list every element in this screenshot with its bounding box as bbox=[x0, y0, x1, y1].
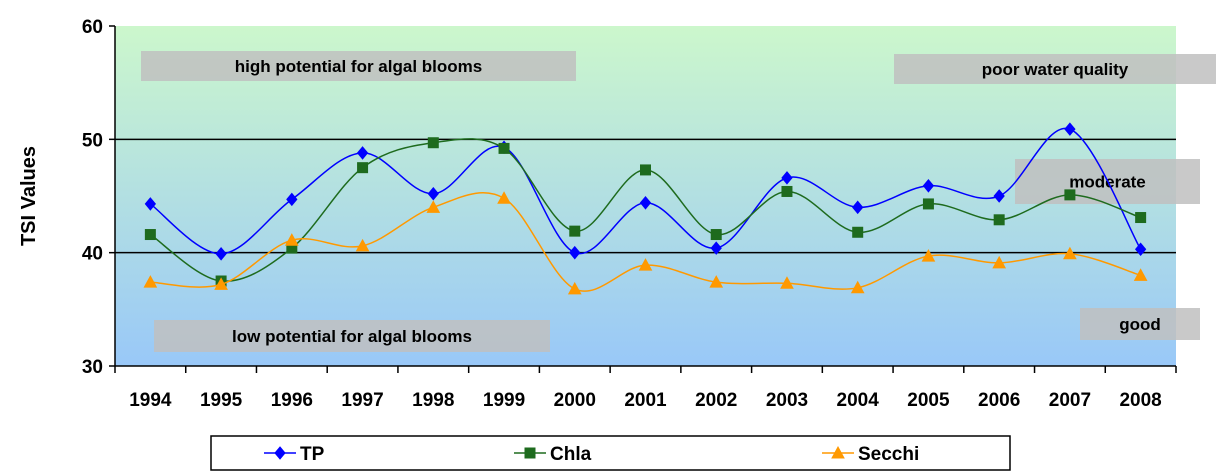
annotation-box bbox=[1080, 308, 1200, 340]
y-ticks: 30 40 50 60 bbox=[82, 17, 115, 378]
legend-marker bbox=[524, 447, 536, 459]
data-point-tp bbox=[144, 197, 157, 211]
legend-item-tp: TP bbox=[264, 444, 325, 465]
legend-label: Chla bbox=[550, 444, 592, 465]
annotation-box bbox=[154, 320, 550, 352]
x-tick-label: 2002 bbox=[695, 390, 737, 411]
x-tick-label: 2000 bbox=[554, 390, 596, 411]
data-point-chla bbox=[710, 229, 722, 241]
y-axis-title: TSI Values bbox=[18, 146, 40, 246]
annotation-low: low potential for algal blooms bbox=[154, 320, 550, 352]
data-point-secchi bbox=[567, 281, 582, 295]
data-point-tp bbox=[569, 245, 581, 260]
data-point-chla bbox=[993, 214, 1005, 226]
data-point-tp bbox=[852, 200, 864, 215]
data-point-tp bbox=[781, 171, 793, 185]
x-tick-label: 2001 bbox=[624, 390, 667, 411]
axes bbox=[114, 26, 1176, 367]
data-point-chla bbox=[357, 162, 369, 174]
data-point-chla bbox=[852, 226, 864, 238]
x-ticks: 1994 1995 1996 1997 1998 1999 2000 2001 2002 2003… bbox=[114, 366, 1177, 411]
data-point-secchi bbox=[992, 255, 1007, 269]
y-tick-label: 50 bbox=[82, 130, 103, 151]
x-tick-label: 1999 bbox=[483, 390, 525, 411]
data-point-chla bbox=[922, 198, 934, 210]
data-point-chla bbox=[498, 142, 510, 154]
data-point-secchi bbox=[1133, 268, 1148, 281]
data-point-chla bbox=[569, 225, 581, 237]
x-tick-label: 2004 bbox=[837, 390, 880, 411]
legend-label: Secchi bbox=[858, 444, 919, 465]
annotation-high: high potential for algal blooms bbox=[141, 51, 576, 81]
x-tick-label: 1995 bbox=[200, 390, 243, 411]
legend-marker bbox=[274, 446, 286, 460]
series-group bbox=[143, 122, 1148, 295]
x-tick-label: 2007 bbox=[1049, 390, 1091, 411]
data-point-secchi bbox=[497, 191, 511, 204]
data-point-chla bbox=[427, 137, 439, 149]
annotation-good: good bbox=[1080, 308, 1200, 340]
series-line-secchi bbox=[150, 192, 1141, 292]
data-point-tp bbox=[356, 146, 369, 160]
x-tick-label: 2008 bbox=[1119, 390, 1161, 411]
data-point-tp bbox=[1064, 122, 1076, 136]
data-point-tp bbox=[922, 179, 935, 193]
series-chla bbox=[144, 137, 1147, 287]
x-tick-label: 1996 bbox=[271, 390, 313, 411]
data-point-secchi bbox=[143, 275, 158, 288]
x-tick-label: 2005 bbox=[907, 390, 950, 411]
y-tick-label: 40 bbox=[82, 244, 103, 265]
data-point-secchi bbox=[355, 238, 370, 252]
x-tick-label: 2003 bbox=[766, 390, 808, 411]
legend-item-chla: Chla bbox=[514, 444, 592, 465]
data-point-tp bbox=[993, 189, 1005, 203]
data-point-tp bbox=[286, 192, 298, 207]
legend-box bbox=[210, 435, 1011, 471]
data-point-chla bbox=[1135, 212, 1147, 224]
data-point-tp bbox=[215, 247, 227, 261]
legend-marker bbox=[831, 445, 845, 459]
data-point-secchi bbox=[214, 277, 228, 290]
data-point-chla bbox=[1064, 189, 1076, 201]
data-point-secchi bbox=[1063, 246, 1077, 260]
annotation-poor: poor water quality bbox=[894, 54, 1216, 84]
x-tick-label: 2006 bbox=[978, 390, 1020, 411]
data-point-tp bbox=[427, 186, 439, 201]
legend: TP Chla Secchi bbox=[210, 435, 1011, 471]
annotation-text: low potential for algal blooms bbox=[232, 327, 472, 346]
data-point-secchi bbox=[638, 258, 653, 271]
data-point-secchi bbox=[426, 200, 441, 213]
annotation-text: good bbox=[1119, 315, 1161, 334]
data-point-tp bbox=[639, 196, 652, 210]
data-point-chla bbox=[640, 164, 651, 176]
x-tick-label: 1994 bbox=[129, 390, 172, 411]
annotation-box bbox=[894, 54, 1216, 84]
x-tick-label: 1997 bbox=[341, 390, 383, 411]
y-tick-label: 60 bbox=[82, 17, 103, 38]
data-point-tp bbox=[710, 241, 722, 255]
data-point-secchi bbox=[780, 276, 794, 289]
data-point-secchi bbox=[284, 233, 299, 246]
series-secchi bbox=[143, 191, 1148, 295]
annotation-text: high potential for algal blooms bbox=[235, 57, 482, 76]
y-tick-label: 30 bbox=[82, 357, 103, 378]
data-point-chla bbox=[781, 185, 793, 197]
legend-item-secchi: Secchi bbox=[822, 444, 919, 465]
annotation-text: poor water quality bbox=[982, 60, 1129, 79]
data-point-tp bbox=[1134, 242, 1147, 257]
legend-label: TP bbox=[300, 444, 325, 465]
data-point-secchi bbox=[921, 249, 936, 262]
annotation-box bbox=[141, 51, 576, 81]
data-point-secchi bbox=[709, 275, 724, 288]
data-point-chla bbox=[144, 229, 156, 241]
series-tp bbox=[144, 122, 1147, 261]
x-tick-label: 1998 bbox=[412, 390, 454, 411]
data-point-secchi bbox=[850, 280, 865, 294]
